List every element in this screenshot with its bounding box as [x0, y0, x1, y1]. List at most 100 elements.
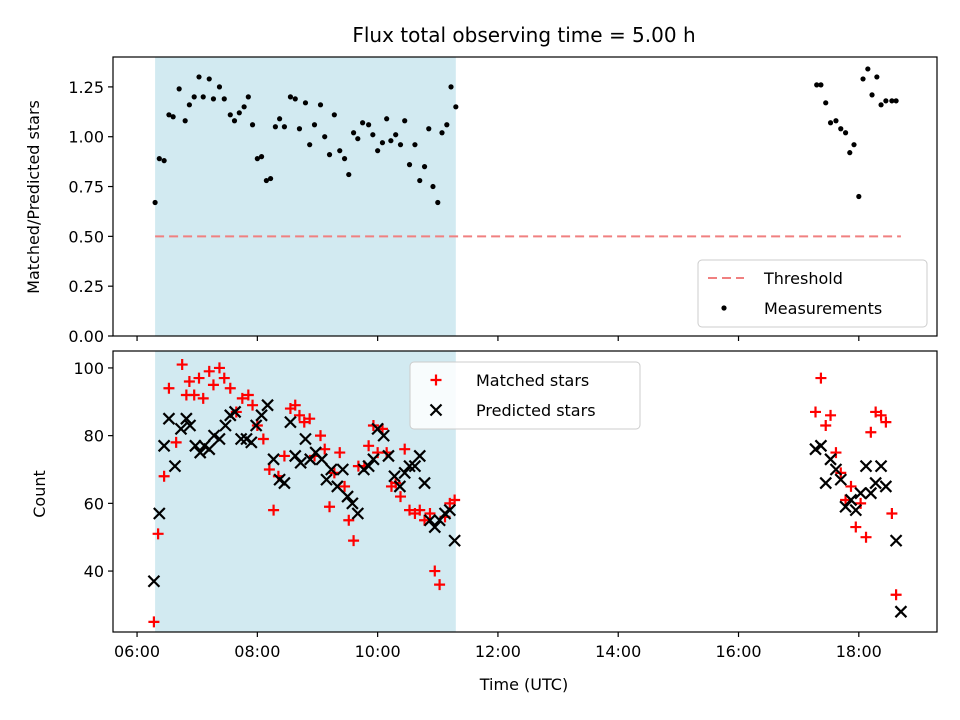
- matched-star-point: [203, 365, 215, 377]
- measurement-point: [272, 124, 278, 130]
- predicted-star-point: [413, 449, 427, 463]
- legend-top: Threshold Measurements: [697, 259, 928, 328]
- predicted-star-point: [367, 453, 380, 466]
- matched-star-point: [434, 579, 446, 591]
- predicted-star-point: [408, 459, 422, 473]
- measurement-point: [847, 150, 853, 156]
- measurement-point: [206, 76, 212, 82]
- matched-star-point: [414, 504, 426, 516]
- y-tick-label: 1.25: [68, 78, 104, 97]
- measurement-point: [439, 130, 445, 136]
- measurement-point: [241, 104, 247, 110]
- predicted-star-point: [849, 503, 863, 517]
- predicted-star-point: [824, 453, 837, 466]
- matched-star-point: [334, 447, 346, 459]
- y-tick-label: 0.50: [68, 227, 104, 246]
- predicted-star-point: [864, 486, 878, 500]
- measurement-point: [331, 112, 337, 118]
- matched-star-point: [207, 379, 219, 391]
- legend-label: Measurements: [764, 299, 882, 318]
- measurement-point: [346, 171, 352, 178]
- measurement-point: [258, 154, 265, 160]
- predicted-star-point: [428, 520, 442, 534]
- measurement-point: [263, 177, 269, 184]
- predicted-star-point: [336, 463, 350, 476]
- predicted-star-point: [147, 574, 161, 588]
- predicted-star-point: [278, 476, 291, 490]
- predicted-star-point: [284, 415, 297, 429]
- predicted-star-point: [213, 432, 226, 446]
- legend-swatch-predicted-stars: [429, 403, 443, 417]
- matched-star-point: [183, 375, 195, 387]
- predicted-star-point: [294, 456, 307, 470]
- measurement-point: [360, 120, 366, 126]
- measurement-point: [453, 104, 459, 110]
- matched-star-point: [319, 443, 331, 455]
- predicted-star-point: [819, 476, 833, 490]
- measurement-point: [231, 118, 238, 124]
- matched-star-point: [860, 531, 872, 543]
- x-tick-label: 06:00: [114, 642, 160, 661]
- matched-star-point: [865, 426, 877, 438]
- measurement-point: [292, 96, 298, 102]
- matched-star-point: [176, 359, 188, 371]
- measurement-point: [384, 116, 390, 122]
- measurement-point: [370, 132, 376, 138]
- legend-label: Predicted stars: [476, 401, 596, 420]
- predicted-star-point: [894, 605, 908, 618]
- x-tick-label: 16:00: [715, 642, 761, 661]
- measurement-point: [182, 118, 188, 124]
- predicted-star-point: [874, 459, 888, 473]
- measurement-point: [281, 124, 288, 130]
- y-axis-label-bottom: Count: [30, 470, 49, 518]
- matched-star-point: [886, 508, 898, 520]
- matched-star-point: [339, 480, 351, 492]
- predicted-star-point: [174, 422, 188, 436]
- measurement-point: [196, 74, 202, 80]
- matched-star-point: [840, 494, 852, 506]
- measurement-point: [860, 76, 866, 82]
- y-tick-label: 1.00: [68, 128, 104, 147]
- measurement-point: [166, 112, 172, 118]
- matched-star-point: [830, 447, 842, 459]
- axes-bottom: 40 60 80 100 06:00 08:00 10:00 12:00 14:00 16:00 1…: [73, 350, 938, 661]
- measurement-point: [421, 164, 428, 170]
- legend-box: [697, 259, 928, 328]
- predicted-star-point: [403, 459, 416, 473]
- measurement-point: [200, 94, 206, 100]
- measurement-point: [823, 100, 829, 106]
- matched-star-point: [850, 521, 862, 533]
- matched-star-point: [343, 514, 355, 526]
- measurement-point: [375, 148, 381, 154]
- predicted-star-point: [228, 405, 242, 419]
- series-predicted-stars: [147, 398, 908, 618]
- matched-star-point: [213, 362, 225, 374]
- measurement-point: [448, 84, 454, 90]
- matched-star-point: [257, 433, 269, 445]
- axes-top: 0.00 0.25 0.50 0.75 1.00 1.25: [68, 56, 938, 346]
- legend-label: Threshold: [763, 269, 843, 288]
- y-tick-label: 80: [84, 427, 104, 446]
- measurement-point: [307, 142, 313, 148]
- shaded-span-top: [155, 57, 456, 336]
- measurement-point: [874, 74, 880, 80]
- measurement-point: [249, 122, 256, 128]
- measurement-point: [851, 142, 857, 148]
- matched-star-point: [224, 382, 236, 394]
- matched-star-point: [247, 399, 259, 411]
- matched-star-point: [880, 416, 892, 428]
- measurement-point: [393, 132, 399, 138]
- legend-bottom: Matched stars Predicted stars: [409, 361, 641, 430]
- measurement-point: [814, 82, 820, 88]
- predicted-star-point: [418, 476, 431, 490]
- measurement-point: [426, 126, 432, 132]
- matched-star-point: [278, 450, 290, 462]
- matched-star-point: [815, 372, 827, 384]
- y-tick-label: 0.75: [68, 178, 104, 197]
- panel-top: Flux total observing time = 5.00 h Match…: [24, 23, 938, 346]
- matched-star-point: [218, 372, 230, 384]
- predicted-star-point: [382, 449, 395, 463]
- matched-star-point: [193, 372, 205, 384]
- plot-frame-bottom: [112, 350, 938, 633]
